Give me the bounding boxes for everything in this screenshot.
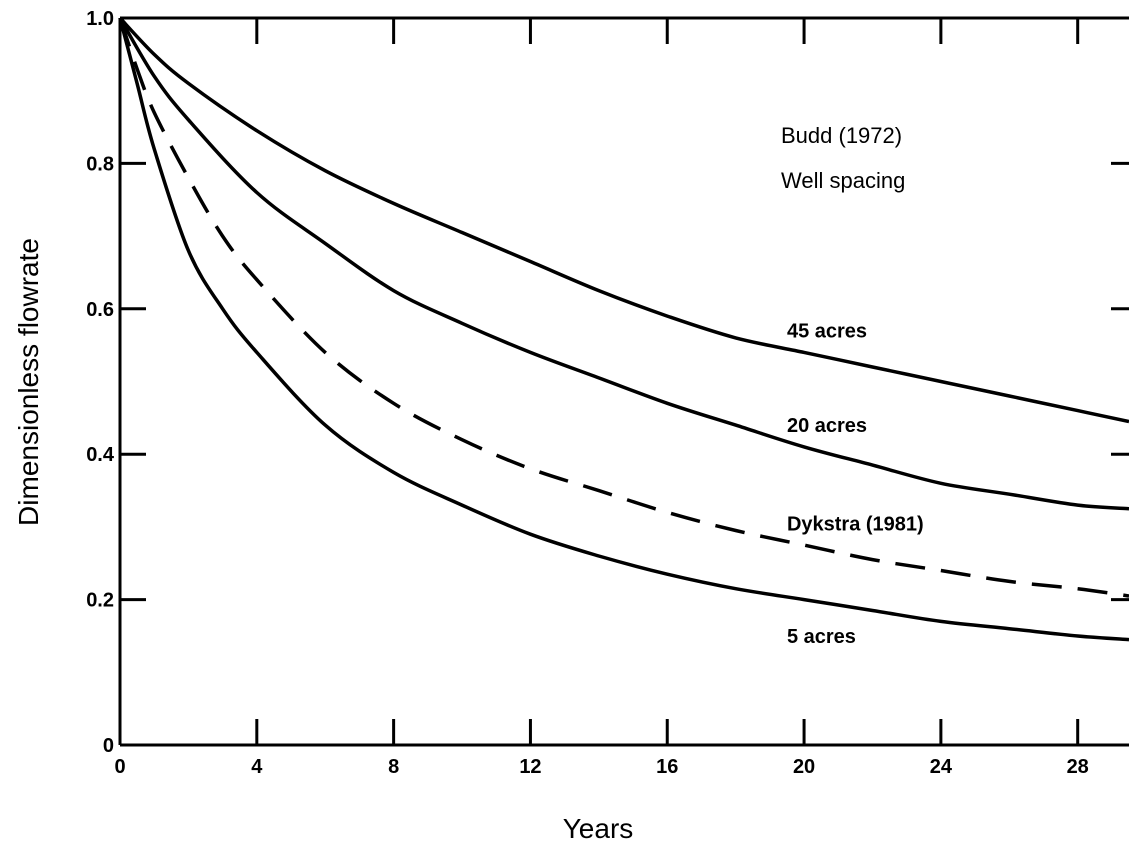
series-label: 45 acres — [787, 321, 867, 343]
axes: 0 4 8 12 16 20 24 28 0 0.2 0.4 0.6 0.8 1.0 — [86, 8, 1129, 778]
series-line-5-acres — [118, 17, 1129, 642]
x-tick-label: 20 — [793, 756, 815, 778]
series-line-45-acres — [118, 16, 1129, 424]
series-line-dykstra-1981 — [118, 17, 1129, 598]
x-tick-label: 24 — [930, 756, 953, 778]
series-label: Dykstra (1981) — [787, 513, 924, 535]
x-tick-label: 4 — [251, 756, 263, 778]
x-axis-title: Years — [563, 813, 634, 844]
series-label: 20 acres — [787, 415, 867, 437]
y-tick-label: 0.8 — [86, 153, 114, 175]
y-tick-label: 1.0 — [86, 8, 114, 30]
x-tick-label: 8 — [388, 756, 399, 778]
y-tick-label: 0.6 — [86, 299, 114, 321]
x-tick-label: 12 — [519, 756, 541, 778]
chart-subtitle: Well spacing — [781, 168, 905, 193]
source-title: Budd (1972) — [781, 123, 902, 148]
x-tick-label: 28 — [1067, 756, 1089, 778]
y-tick-label: 0.4 — [86, 444, 115, 466]
x-tick-label: 0 — [114, 756, 125, 778]
y-axis-title: Dimensionless flowrate — [13, 238, 44, 526]
series-lines — [118, 16, 1129, 642]
y-tick-label: 0 — [103, 735, 114, 757]
series-line-20-acres — [118, 17, 1129, 511]
x-tick-label: 16 — [656, 756, 678, 778]
series-labels: 45 acres 20 acres Dykstra (1981) 5 acres — [787, 321, 924, 648]
series-label: 5 acres — [787, 626, 856, 648]
y-tick-label: 0.2 — [86, 590, 114, 612]
